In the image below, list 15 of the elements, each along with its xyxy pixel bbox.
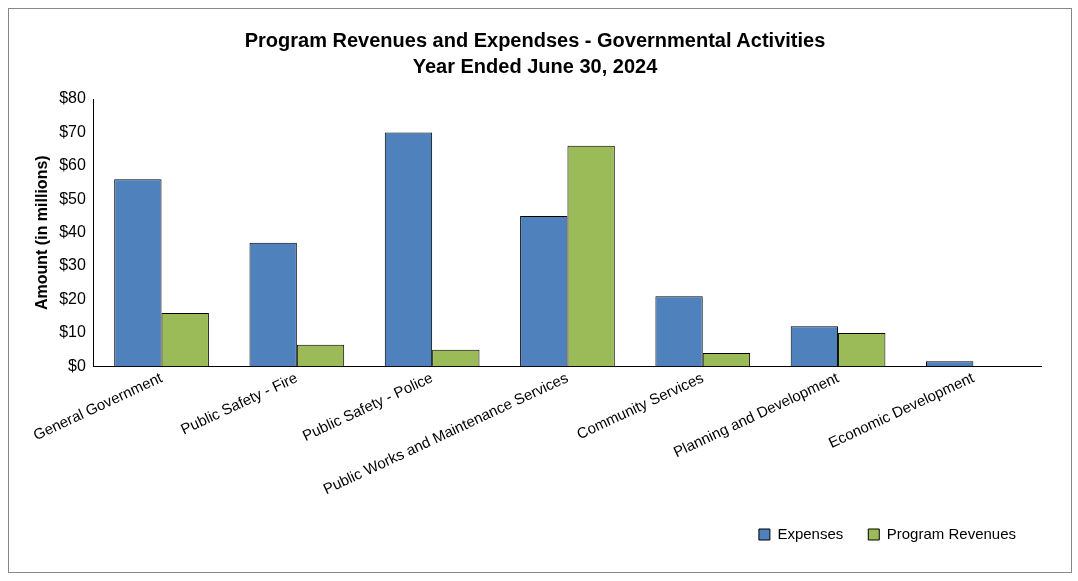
y-tick-label: $0 [68,356,86,374]
chart-title: Program Revenues and Expendses - Governmental Activities [244,28,826,51]
y-tick-label: $40 [59,223,86,241]
y-tick-label: $10 [59,323,86,341]
chart-subtitle: Year Ended June 30, 2024 [412,54,659,77]
y-tick-label: $20 [59,289,86,307]
y-tick-label: $80 [59,89,86,107]
y-tick-label: $50 [59,189,86,207]
legend-label: Expenses [777,524,844,542]
x-tick-label: Public Safety - Fire [177,368,300,438]
y-tick-label: $60 [59,156,86,174]
y-tick-label: $70 [59,122,86,140]
y-axis-title: Amount (in millions) [33,155,51,310]
legend-label: Program Revenues [886,524,1017,542]
y-tick-label: $30 [59,256,86,274]
